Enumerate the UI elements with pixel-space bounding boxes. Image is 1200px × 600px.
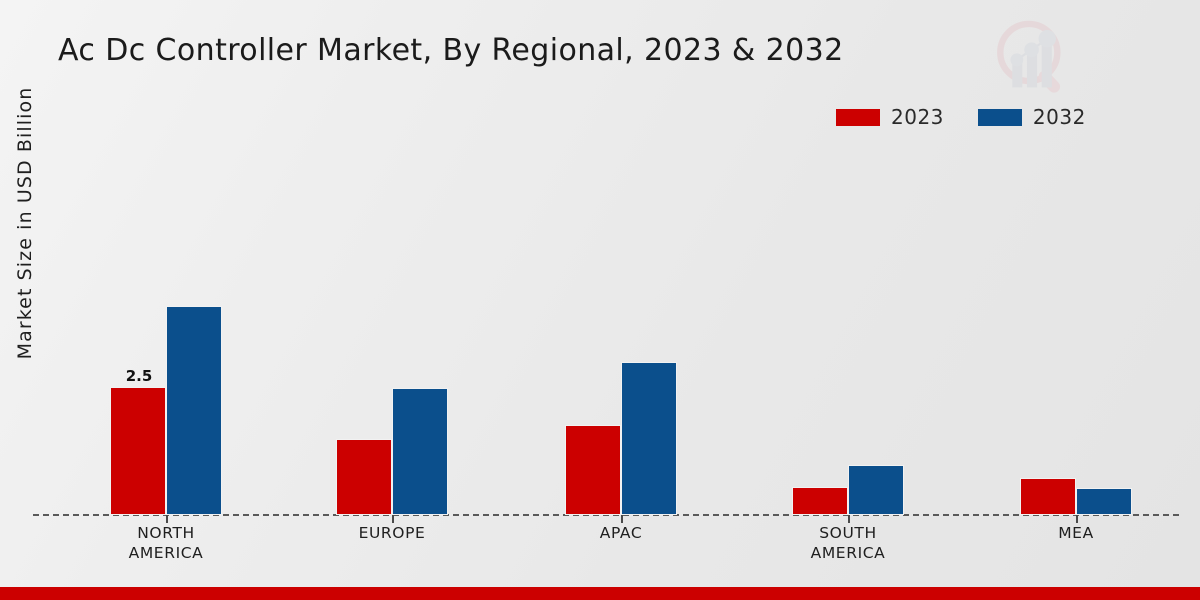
x-tick-label-line-1: APAC <box>599 524 643 542</box>
x-tick-label-apac: APAC <box>521 523 721 543</box>
x-axis-baseline <box>33 514 1179 516</box>
legend-swatch-2023 <box>836 108 880 126</box>
bar-2032-mea[interactable] <box>1076 488 1132 515</box>
x-tick-south-america <box>848 515 850 523</box>
legend-item-2023[interactable]: 2023 <box>836 105 944 129</box>
x-tick-europe <box>392 515 394 523</box>
bar-2032-north-america[interactable] <box>166 306 222 515</box>
x-tick-label-line-2: AMERICA <box>810 544 886 562</box>
x-tick-apac <box>621 515 623 523</box>
bar-value-label-north-america-2023: 2.5 <box>125 367 153 385</box>
x-tick-label-line-1: EUROPE <box>358 524 426 542</box>
x-tick-label-line-1: SOUTH <box>819 524 877 542</box>
x-tick-label-line-2: AMERICA <box>128 544 204 562</box>
page-title: Ac Dc Controller Market, By Regional, 20… <box>58 33 844 68</box>
bar-2023-apac[interactable] <box>565 425 621 515</box>
bar-2023-europe[interactable] <box>336 439 392 515</box>
bar-2032-south-america[interactable] <box>848 465 904 515</box>
x-tick-label-line-1: MEA <box>1058 524 1094 542</box>
bar-2032-apac[interactable] <box>621 362 677 515</box>
legend-label-2032: 2032 <box>1032 105 1086 129</box>
legend-label-2023: 2023 <box>891 105 944 129</box>
footer-accent-bar <box>0 587 1200 600</box>
x-tick-label-south-america: SOUTH AMERICA <box>748 523 948 563</box>
x-tick-mea <box>1076 515 1078 523</box>
x-tick-label-line-1: NORTH <box>137 524 195 542</box>
x-tick-label-europe: EUROPE <box>292 523 492 543</box>
bar-2023-north-america[interactable]: 2.5 <box>110 367 166 515</box>
bar-2023-mea[interactable] <box>1020 478 1076 515</box>
bar-2023-south-america[interactable] <box>792 487 848 515</box>
x-tick-label-mea: MEA <box>976 523 1176 543</box>
legend-item-2032[interactable]: 2032 <box>977 105 1086 129</box>
bar-2032-europe[interactable] <box>392 388 448 515</box>
legend-swatch-2032 <box>977 108 1022 126</box>
x-tick-label-north-america: NORTH AMERICA <box>66 523 266 563</box>
chart-legend: 2023 2032 <box>836 105 1086 129</box>
x-tick-north-america <box>166 515 168 523</box>
